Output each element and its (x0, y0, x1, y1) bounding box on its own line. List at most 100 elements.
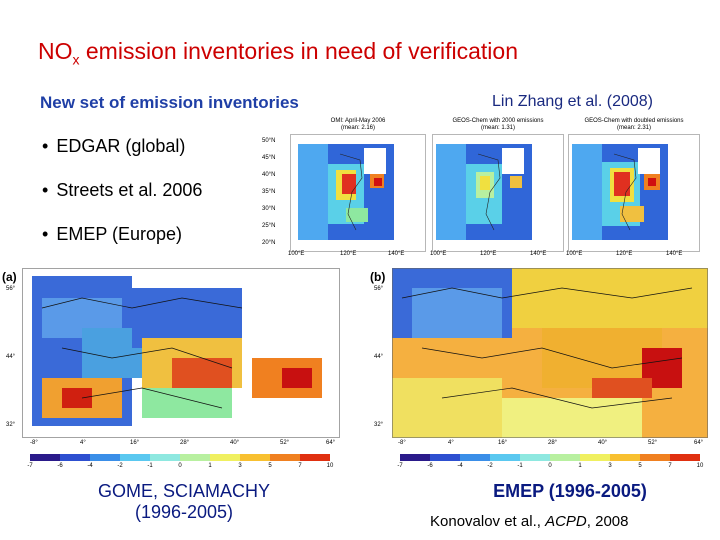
colorbar-tick: 3 (608, 463, 612, 469)
colorbar-tick: -4 (87, 463, 93, 469)
lon-tick: 40° (598, 440, 608, 446)
bullet-item: • EDGAR (global) (42, 136, 202, 180)
colorbar-segment (580, 454, 610, 461)
lat-tick: 30°N (262, 206, 276, 212)
lat-tick: 32° (374, 422, 384, 428)
colorbar-tick: -7 (27, 463, 33, 469)
colorbar-tick: 3 (238, 463, 242, 469)
lat-tick: 44° (6, 354, 16, 360)
lon-tick: 100°E (430, 251, 447, 257)
map-subtitle: (mean: 1.31) (480, 125, 516, 131)
bullet-item: • EMEP (Europe) (42, 224, 202, 268)
top-maps-figure: 50°N 45°N 40°N 35°N 30°N 25°N 20°N OMI: … (262, 118, 700, 263)
map-image (568, 134, 700, 252)
colorbar-tick: 5 (638, 463, 642, 469)
colorbar-ticks: -7 -6 -4 -2 -1 0 1 3 5 7 10 (393, 463, 707, 471)
caption-left-line2: (1996-2005) (134, 502, 234, 522)
citation: Lin Zhang et al. (2008) (492, 93, 653, 110)
bullet-icon: • (42, 224, 49, 244)
reference-journal: ACPD (545, 513, 587, 530)
colorbar-tick: -6 (57, 463, 63, 469)
colorbar-segment (460, 454, 490, 461)
map-subtitle: (mean: 2.16) (340, 125, 376, 131)
bullet-list: • EDGAR (global) • Streets et al. 2006 • EM… (42, 136, 202, 268)
bullet-item: • Streets et al. 2006 (42, 180, 202, 224)
lon-tick: 140°E (388, 251, 405, 257)
reference-author: Konovalov et al., (430, 513, 546, 530)
lon-tick: 64° (694, 440, 704, 446)
colorbar-tick: 5 (268, 463, 272, 469)
lat-tick: 25°N (262, 223, 276, 229)
lon-tick: 120°E (340, 251, 357, 257)
lat-tick: 45°N (262, 155, 276, 161)
caption-right-reference: Konovalov et al., ACPD, 2008 (430, 513, 628, 530)
map-image (392, 268, 708, 438)
lon-tick: 16° (498, 440, 508, 446)
top-map-geos-doubled: GEOS-Chem with doubled emissions (mean: … (568, 118, 700, 263)
map-image (290, 134, 426, 252)
caption-left: GOME, SCIAMACHY (1996-2005) (68, 481, 300, 523)
bullet-text: EMEP (Europe) (56, 224, 183, 244)
title-subscript: x (72, 51, 80, 68)
colorbar-ticks: -7 -6 -4 -2 -1 0 1 3 5 7 10 (23, 463, 337, 471)
title-prefix: NO (38, 38, 73, 64)
colorbar-segment (300, 454, 330, 461)
bullet-icon: • (42, 180, 49, 200)
colorbar-segment (240, 454, 270, 461)
colorbar-tick: 10 (696, 463, 704, 469)
colorbar-segment (490, 454, 520, 461)
title-rest: emission inventories in need of verifica… (79, 38, 519, 64)
colorbar-tick: 1 (208, 463, 212, 469)
map-title: GEOS-Chem with 2000 emissions (452, 118, 544, 124)
subtitle: New set of emission inventories (40, 93, 299, 112)
colorbar-tick: -1 (517, 463, 523, 469)
reference-year: , 2008 (586, 513, 629, 530)
lon-tick: 120°E (480, 251, 497, 257)
lat-tick: 44° (374, 354, 384, 360)
colorbar-segment (640, 454, 670, 461)
map-subtitle: (mean: 2.31) (616, 125, 652, 131)
colorbar-segment (90, 454, 120, 461)
colorbar-tick: -7 (397, 463, 403, 469)
lon-tick: 140°E (666, 251, 683, 257)
colorbar-tick: 7 (668, 463, 672, 469)
lat-tick: 40°N (262, 172, 276, 178)
colorbar-segment (520, 454, 550, 461)
lon-tick: 28° (548, 440, 558, 446)
bullet-text: EDGAR (global) (56, 136, 186, 156)
colorbar (30, 454, 330, 461)
colorbar-segment (670, 454, 700, 461)
colorbar-tick: -4 (457, 463, 463, 469)
lon-tick: -8° (398, 440, 406, 446)
lat-tick: 56° (374, 286, 384, 292)
panel-b: (b) 56° 44° 32° -8° 4° 16° 28° 40° 52° 6… (368, 268, 716, 480)
colorbar-segment (30, 454, 60, 461)
colorbar-tick: -2 (117, 463, 123, 469)
colorbar (400, 454, 700, 461)
panel-label: (a) (2, 270, 17, 284)
colorbar-segment (550, 454, 580, 461)
lat-tick: 32° (6, 422, 16, 428)
lat-tick: 20°N (262, 240, 276, 246)
colorbar-segment (150, 454, 180, 461)
colorbar-segment (120, 454, 150, 461)
lon-tick: 28° (180, 440, 190, 446)
colorbar-tick: -6 (427, 463, 433, 469)
panel-label: (b) (370, 270, 386, 284)
top-map-geos-2000: GEOS-Chem with 2000 emissions (mean: 1.3… (432, 118, 564, 263)
lon-tick: 100°E (566, 251, 583, 257)
map-image (432, 134, 564, 252)
lon-tick: 120°E (616, 251, 633, 257)
lon-tick: -8° (30, 440, 38, 446)
colorbar-tick: 1 (578, 463, 582, 469)
colorbar-tick: -2 (487, 463, 493, 469)
bullet-icon: • (42, 136, 49, 156)
colorbar-segment (270, 454, 300, 461)
map-title: OMI: April-May 2006 (330, 118, 386, 124)
colorbar-segment (210, 454, 240, 461)
colorbar-segment (610, 454, 640, 461)
lat-tick: 35°N (262, 189, 276, 195)
panel-a: (a) 56° 44° 32° -8° 4° 16° 28° 40° 52° 6… (0, 268, 345, 480)
colorbar-tick: 7 (298, 463, 302, 469)
colorbar-tick: 10 (326, 463, 334, 469)
